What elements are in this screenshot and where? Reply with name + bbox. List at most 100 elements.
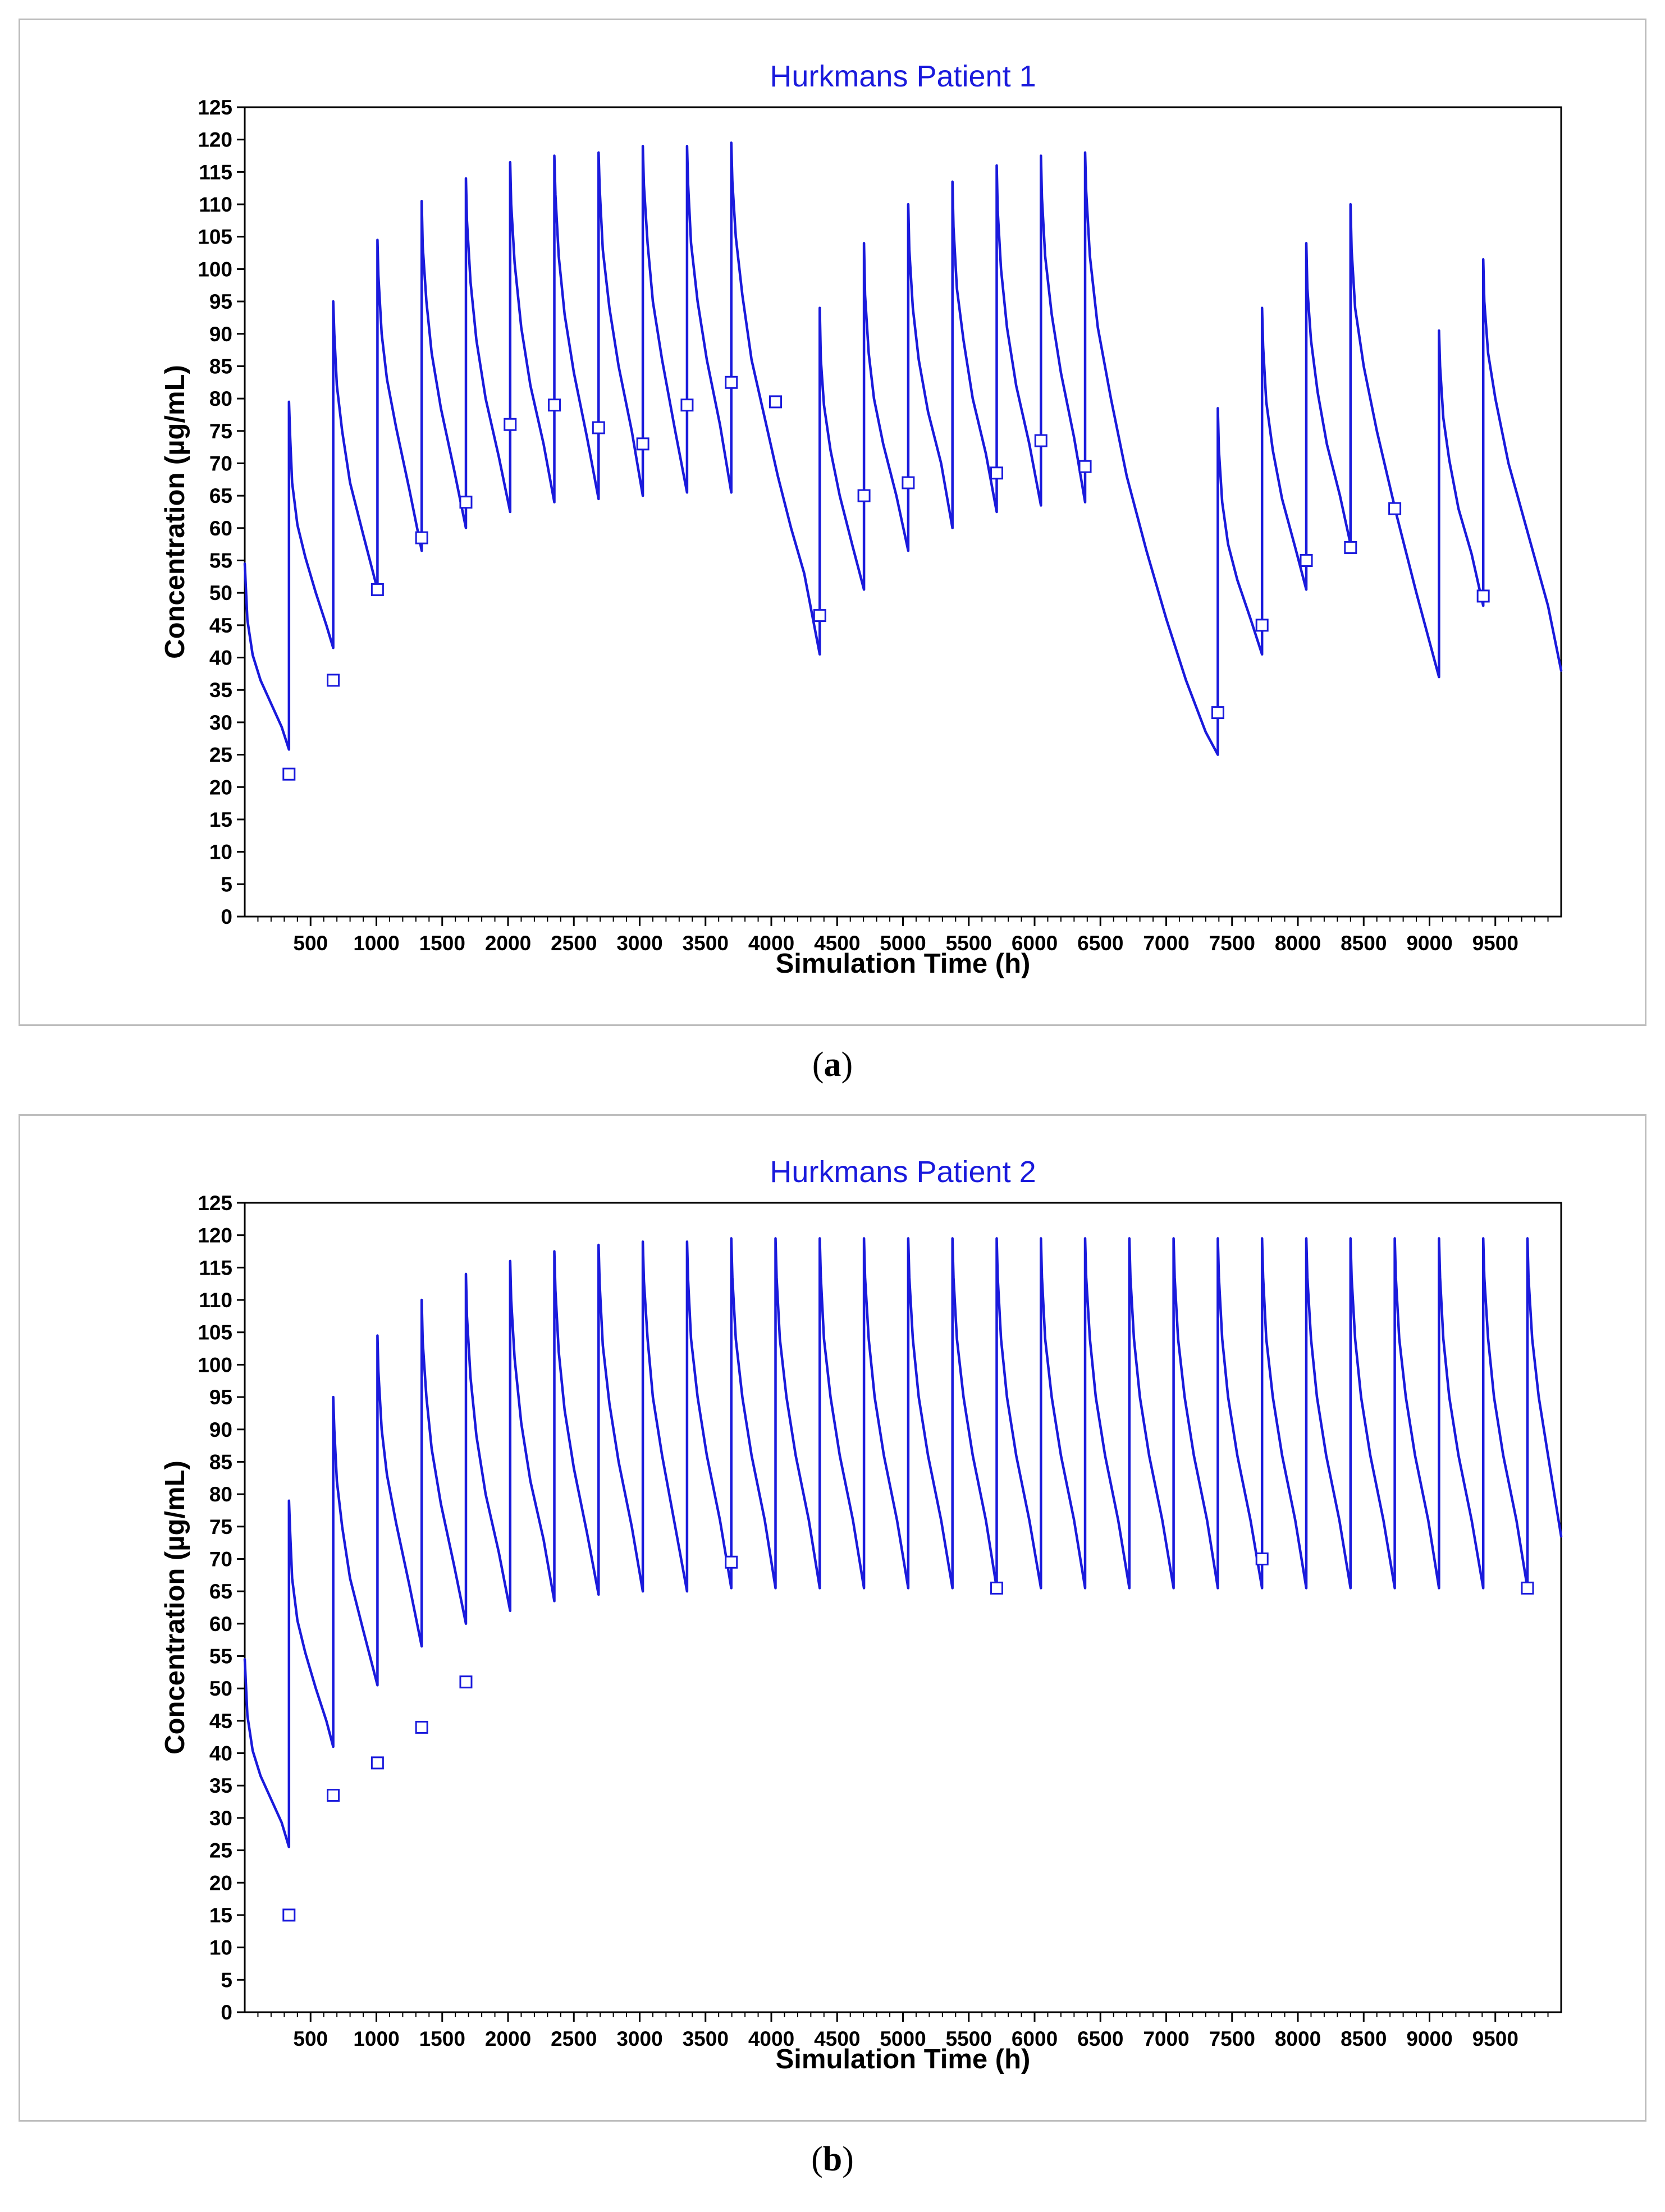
y-tick-label: 115 (199, 1256, 232, 1279)
y-tick-label: 80 (209, 1483, 232, 1506)
observed-point-marker (990, 466, 1003, 480)
y-tick-label: 100 (198, 1353, 232, 1376)
x-tick-label: 4500 (814, 2027, 860, 2050)
x-tick-label: 3000 (616, 2027, 662, 2050)
x-tick-label: 3500 (683, 932, 729, 955)
observed-point-marker (990, 1581, 1003, 1595)
y-tick-label: 65 (209, 484, 232, 507)
x-tick-label: 9500 (1472, 2027, 1518, 2050)
x-tick-label: 4500 (814, 932, 860, 955)
observed-point-marker (1255, 619, 1269, 632)
observed-point-marker (459, 1675, 473, 1689)
x-tick-label: 8500 (1341, 2027, 1387, 2050)
observed-point-marker (1211, 706, 1224, 720)
y-tick-label: 25 (209, 1839, 232, 1862)
x-tick-label: 9000 (1406, 2027, 1452, 2050)
x-tick-label: 2500 (551, 932, 597, 955)
y-tick-label: 90 (209, 323, 232, 346)
y-tick-label: 15 (209, 1904, 232, 1927)
observed-point-marker (548, 399, 561, 412)
y-tick-label: 65 (209, 1580, 232, 1603)
simulated-concentration-line (243, 1237, 1563, 1849)
x-tick-label: 5500 (946, 2027, 992, 2050)
y-tick-label: 100 (198, 258, 232, 281)
chart-panel-b: Hurkmans Patient 2 500 1000 1500 2000 2500 300… (19, 1114, 1646, 2122)
simulated-concentration-line (243, 141, 1563, 756)
y-tick-label: 110 (199, 1289, 232, 1312)
x-tick-label: 500 (293, 932, 328, 955)
observed-point-marker (1521, 1581, 1534, 1595)
plot-frame (244, 1202, 1562, 2013)
observed-point-marker (282, 767, 296, 781)
observed-point-marker (592, 421, 605, 434)
x-tick-label: 5000 (880, 2027, 926, 2050)
x-tick-label: 7500 (1209, 2027, 1255, 2050)
observed-point-marker (1388, 502, 1402, 515)
observed-point-marker (725, 375, 738, 389)
y-tick-label: 75 (209, 1515, 232, 1538)
observed-point-marker (1344, 541, 1357, 554)
x-tick-label: 7000 (1143, 2027, 1189, 2050)
x-tick-label: 6000 (1012, 932, 1058, 955)
y-tick-label: 120 (198, 1224, 232, 1247)
x-tick-label: 1500 (419, 932, 465, 955)
y-tick-label: 20 (209, 1871, 232, 1894)
y-tick-label: 125 (198, 1192, 232, 1215)
x-tick-label: 1000 (353, 2027, 399, 2050)
y-tick-label: 85 (209, 1450, 232, 1473)
y-tick-label: 60 (209, 1613, 232, 1636)
y-tick-label: 20 (209, 776, 232, 799)
y-axis-label: Concentration (µg/mL) (160, 1460, 190, 1755)
y-tick-label: 60 (209, 517, 232, 540)
observed-point-marker (282, 1908, 296, 1922)
y-tick-label: 5 (221, 1968, 232, 1991)
caption-b: (b) (811, 2140, 854, 2178)
observed-point-marker (1255, 1552, 1269, 1565)
x-tick-label: 9500 (1472, 932, 1518, 955)
x-tick-label: 2500 (551, 2027, 597, 2050)
x-tick-label: 5000 (880, 932, 926, 955)
observed-point-marker (725, 1555, 738, 1569)
x-tick-label: 7000 (1143, 932, 1189, 955)
observed-point-marker (415, 1720, 428, 1734)
observed-point-marker (504, 418, 517, 431)
y-tick-label: 80 (209, 387, 232, 410)
y-tick-label: 110 (199, 193, 232, 216)
y-tick-label: 70 (209, 452, 232, 475)
y-tick-label: 5 (221, 873, 232, 896)
y-tick-label: 10 (209, 1936, 232, 1959)
chart-b-svg: Hurkmans Patient 2500 1000 1500 2000 2500 300… (160, 1155, 1563, 2074)
caption-b-letter: b (822, 2140, 843, 2178)
y-tick-label: 0 (221, 905, 232, 928)
observed-point-marker (857, 489, 871, 502)
x-tick-label: 2000 (485, 932, 531, 955)
chart-title: Hurkmans Patient 2 (770, 1155, 1036, 1189)
observed-point-marker (327, 674, 340, 687)
x-tick-label: 8000 (1275, 2027, 1321, 2050)
x-tick-label: 8500 (1341, 932, 1387, 955)
y-tick-label: 55 (209, 549, 232, 573)
y-tick-label: 40 (209, 647, 232, 670)
x-tick-label: 5500 (946, 932, 992, 955)
x-tick-label: 7500 (1209, 932, 1255, 955)
y-tick-label: 35 (209, 679, 232, 702)
y-tick-label: 105 (198, 1321, 232, 1344)
observed-point-marker (415, 531, 428, 544)
y-tick-label: 25 (209, 744, 232, 767)
x-axis-label: Simulation Time (h) (776, 949, 1031, 979)
x-tick-label: 6500 (1077, 932, 1123, 955)
y-tick-label: 75 (209, 420, 232, 443)
x-tick-label: 4000 (748, 932, 794, 955)
x-tick-label: 8000 (1275, 932, 1321, 955)
y-tick-label: 50 (209, 581, 232, 604)
y-tick-label: 105 (198, 226, 232, 249)
y-tick-label: 55 (209, 1645, 232, 1668)
y-tick-label: 95 (209, 1386, 232, 1409)
x-tick-label: 4000 (748, 2027, 794, 2050)
y-tick-label: 95 (209, 290, 232, 313)
chart-panel-a: Hurkmans Patient 1 500 1000 1500 2000 2500 300… (19, 19, 1646, 1026)
x-tick-label: 3500 (683, 2027, 729, 2050)
y-tick-label: 45 (209, 1710, 232, 1733)
observed-point-marker (636, 437, 649, 451)
observed-point-marker (813, 609, 826, 622)
